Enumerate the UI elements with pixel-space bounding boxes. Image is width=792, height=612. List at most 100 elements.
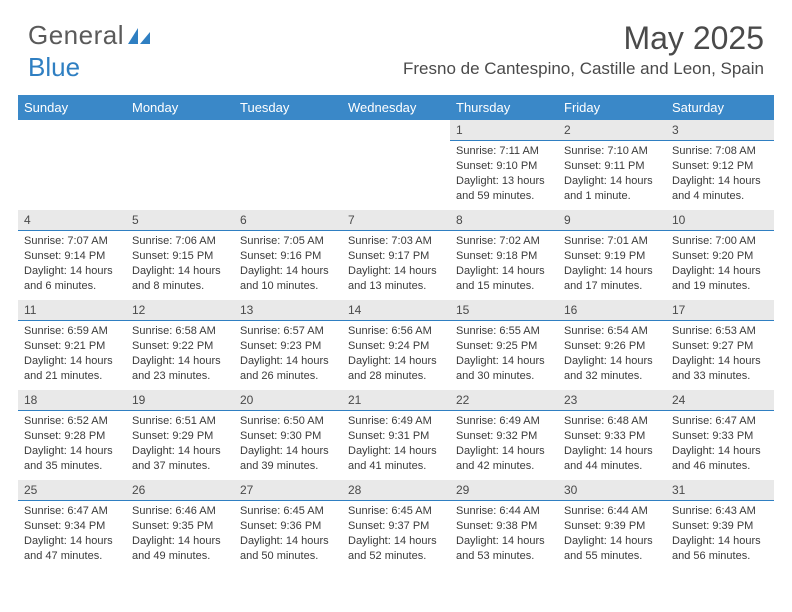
- day-details: Sunrise: 6:52 AMSunset: 9:28 PMDaylight:…: [18, 411, 126, 477]
- day-detail-line: Sunrise: 7:01 AM: [564, 234, 661, 249]
- day-detail-line: Sunrise: 7:03 AM: [348, 234, 445, 249]
- day-detail-line: Sunset: 9:11 PM: [564, 159, 661, 174]
- day-details: Sunrise: 7:10 AMSunset: 9:11 PMDaylight:…: [558, 141, 666, 207]
- day-detail-line: Sunset: 9:17 PM: [348, 249, 445, 264]
- day-detail-line: Sunrise: 6:51 AM: [132, 414, 229, 429]
- day-detail-line: Sunrise: 6:52 AM: [24, 414, 121, 429]
- calendar-day-cell: 26Sunrise: 6:46 AMSunset: 9:35 PMDayligh…: [126, 480, 234, 570]
- day-details: Sunrise: 6:51 AMSunset: 9:29 PMDaylight:…: [126, 411, 234, 477]
- day-number: 31: [666, 480, 774, 501]
- day-detail-line: Sunrise: 6:49 AM: [348, 414, 445, 429]
- day-details: Sunrise: 6:44 AMSunset: 9:38 PMDaylight:…: [450, 501, 558, 567]
- day-number: 6: [234, 210, 342, 231]
- day-detail-line: Sunset: 9:18 PM: [456, 249, 553, 264]
- day-detail-line: Sunset: 9:25 PM: [456, 339, 553, 354]
- day-number: 14: [342, 300, 450, 321]
- day-detail-line: Sunset: 9:21 PM: [24, 339, 121, 354]
- day-details: Sunrise: 6:44 AMSunset: 9:39 PMDaylight:…: [558, 501, 666, 567]
- calendar-week-row: 1 Sunrise: 7:11 AMSunset: 9:10 PM Daylight…: [18, 120, 774, 210]
- calendar-day-cell: 11Sunrise: 6:59 AMSunset: 9:21 PMDayligh…: [18, 300, 126, 390]
- day-details: Sunrise: 7:02 AMSunset: 9:18 PMDaylight:…: [450, 231, 558, 297]
- day-number: 18: [18, 390, 126, 411]
- day-detail-line: Sunset: 9:29 PM: [132, 429, 229, 444]
- calendar-day-cell: 2Sunrise: 7:10 AMSunset: 9:11 PMDaylight…: [558, 120, 666, 210]
- day-number: 3: [666, 120, 774, 141]
- day-number: 1: [450, 120, 558, 141]
- calendar-day-cell: [342, 120, 450, 210]
- day-number: 8: [450, 210, 558, 231]
- day-number: [234, 120, 342, 138]
- day-detail-line: Daylight: 14 hours and 35 minutes.: [24, 444, 121, 474]
- day-details: Sunrise: 7:00 AMSunset: 9:20 PMDaylight:…: [666, 231, 774, 297]
- day-number: 15: [450, 300, 558, 321]
- calendar-week-row: 11Sunrise: 6:59 AMSunset: 9:21 PMDayligh…: [18, 300, 774, 390]
- day-number: 16: [558, 300, 666, 321]
- day-detail-line: Daylight: 14 hours and 23 minutes.: [132, 354, 229, 384]
- calendar-day-cell: 13Sunrise: 6:57 AMSunset: 9:23 PMDayligh…: [234, 300, 342, 390]
- day-detail-line: Sunset: 9:23 PM: [240, 339, 337, 354]
- day-details: Sunrise: 6:59 AMSunset: 9:21 PMDaylight:…: [18, 321, 126, 387]
- calendar-day-cell: 4Sunrise: 7:07 AMSunset: 9:14 PMDaylight…: [18, 210, 126, 300]
- calendar-day-cell: 15Sunrise: 6:55 AMSunset: 9:25 PMDayligh…: [450, 300, 558, 390]
- calendar-day-cell: [234, 120, 342, 210]
- day-details: Sunrise: 6:55 AMSunset: 9:25 PMDaylight:…: [450, 321, 558, 387]
- calendar-day-cell: 27Sunrise: 6:45 AMSunset: 9:36 PMDayligh…: [234, 480, 342, 570]
- day-detail-line: Sunrise: 6:50 AM: [240, 414, 337, 429]
- calendar-day-cell: 30Sunrise: 6:44 AMSunset: 9:39 PMDayligh…: [558, 480, 666, 570]
- day-detail-line: Sunrise: 6:47 AM: [672, 414, 769, 429]
- day-details: Sunrise: 6:48 AMSunset: 9:33 PMDaylight:…: [558, 411, 666, 477]
- day-detail-line: Sunrise: 6:57 AM: [240, 324, 337, 339]
- day-detail-line: Sunrise: 6:55 AM: [456, 324, 553, 339]
- calendar-day-cell: 24Sunrise: 6:47 AMSunset: 9:33 PMDayligh…: [666, 390, 774, 480]
- day-details: Sunrise: 7:05 AMSunset: 9:16 PMDaylight:…: [234, 231, 342, 297]
- calendar-day-cell: 1Sunrise: 7:11 AMSunset: 9:10 PMDaylight…: [450, 120, 558, 210]
- calendar-day-cell: 3Sunrise: 7:08 AMSunset: 9:12 PMDaylight…: [666, 120, 774, 210]
- day-detail-line: Sunrise: 7:10 AM: [564, 144, 661, 159]
- day-detail-line: Daylight: 14 hours and 4 minutes.: [672, 174, 769, 204]
- calendar-head: SundayMondayTuesdayWednesdayThursdayFrid…: [18, 95, 774, 120]
- calendar-day-cell: 6Sunrise: 7:05 AMSunset: 9:16 PMDaylight…: [234, 210, 342, 300]
- day-detail-line: Daylight: 14 hours and 39 minutes.: [240, 444, 337, 474]
- weekday-header: Friday: [558, 95, 666, 120]
- weekday-header: Tuesday: [234, 95, 342, 120]
- day-detail-line: Daylight: 14 hours and 32 minutes.: [564, 354, 661, 384]
- day-detail-line: Sunrise: 6:48 AM: [564, 414, 661, 429]
- day-details: Sunrise: 6:57 AMSunset: 9:23 PMDaylight:…: [234, 321, 342, 387]
- calendar-day-cell: 7Sunrise: 7:03 AMSunset: 9:17 PMDaylight…: [342, 210, 450, 300]
- day-detail-line: Daylight: 14 hours and 1 minute.: [564, 174, 661, 204]
- day-detail-line: Daylight: 14 hours and 44 minutes.: [564, 444, 661, 474]
- day-detail-line: Sunset: 9:35 PM: [132, 519, 229, 534]
- calendar-day-cell: 9Sunrise: 7:01 AMSunset: 9:19 PMDaylight…: [558, 210, 666, 300]
- logo-text-general: General: [28, 20, 124, 51]
- day-number: [18, 120, 126, 138]
- day-number: 29: [450, 480, 558, 501]
- day-number: 28: [342, 480, 450, 501]
- day-details: Sunrise: 6:56 AMSunset: 9:24 PMDaylight:…: [342, 321, 450, 387]
- day-number: 2: [558, 120, 666, 141]
- day-detail-line: Sunrise: 7:08 AM: [672, 144, 769, 159]
- weekday-header: Sunday: [18, 95, 126, 120]
- calendar-day-cell: [18, 120, 126, 210]
- logo-sail-icon: [126, 26, 152, 46]
- day-number: 5: [126, 210, 234, 231]
- day-detail-line: Sunrise: 7:11 AM: [456, 144, 553, 159]
- day-number: 23: [558, 390, 666, 411]
- calendar-day-cell: 18Sunrise: 6:52 AMSunset: 9:28 PMDayligh…: [18, 390, 126, 480]
- weekday-header: Monday: [126, 95, 234, 120]
- calendar-day-cell: 17Sunrise: 6:53 AMSunset: 9:27 PMDayligh…: [666, 300, 774, 390]
- calendar-day-cell: 20Sunrise: 6:50 AMSunset: 9:30 PMDayligh…: [234, 390, 342, 480]
- calendar-body: 1 Sunrise: 7:11 AMSunset: 9:10 PM Daylight…: [18, 120, 774, 570]
- calendar-week-row: 25Sunrise: 6:47 AMSunset: 9:34 PMDayligh…: [18, 480, 774, 570]
- calendar-day-cell: 31Sunrise: 6:43 AMSunset: 9:39 PMDayligh…: [666, 480, 774, 570]
- day-details: Sunrise: 7:03 AMSunset: 9:17 PMDaylight:…: [342, 231, 450, 297]
- month-title: May 2025: [403, 20, 764, 57]
- day-number: 7: [342, 210, 450, 231]
- day-detail-line: Sunset: 9:38 PM: [456, 519, 553, 534]
- day-details: Sunrise: 6:45 AMSunset: 9:36 PMDaylight:…: [234, 501, 342, 567]
- day-detail-line: Daylight: 14 hours and 47 minutes.: [24, 534, 121, 564]
- day-detail-line: Sunset: 9:27 PM: [672, 339, 769, 354]
- day-detail-line: Sunset: 9:10 PM: [456, 159, 553, 174]
- day-detail-line: Daylight: 14 hours and 19 minutes.: [672, 264, 769, 294]
- day-detail-line: Sunset: 9:28 PM: [24, 429, 121, 444]
- calendar-day-cell: 19Sunrise: 6:51 AMSunset: 9:29 PMDayligh…: [126, 390, 234, 480]
